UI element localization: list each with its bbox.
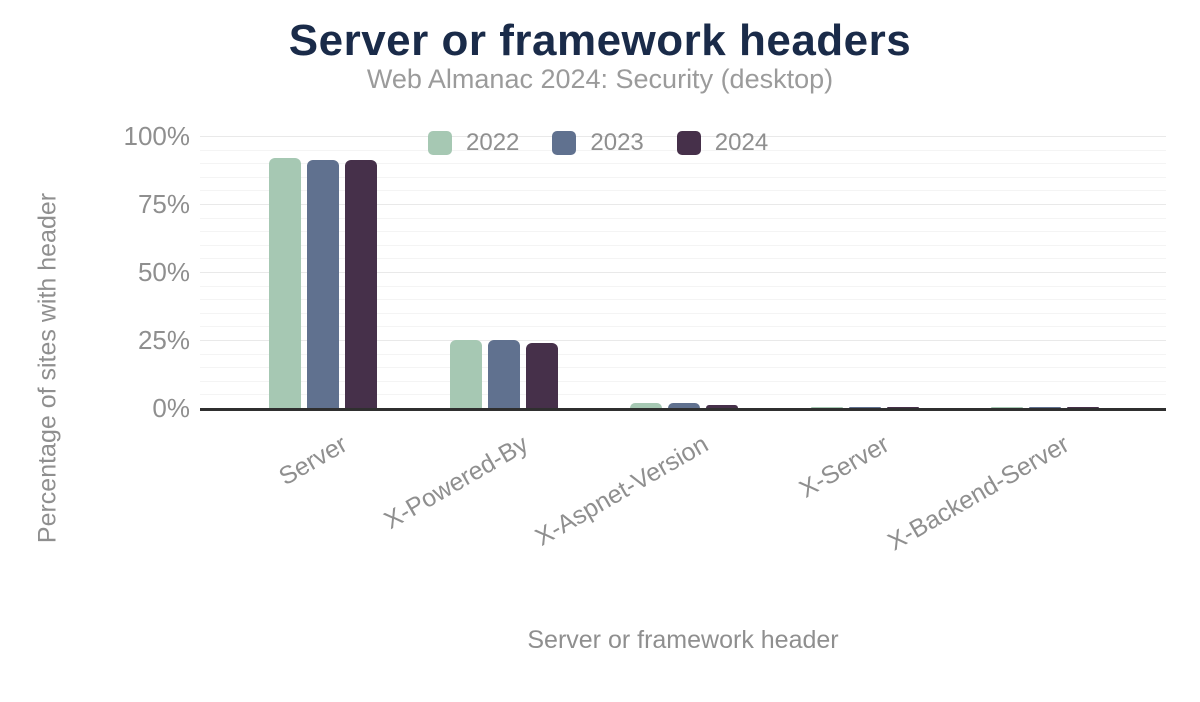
legend: 2022 2023 2024 [428,129,768,157]
gridline-minor [200,380,1166,382]
gridline-minor [200,367,1166,369]
legend-swatch-2024 [676,131,701,155]
gridline-minor [200,244,1166,246]
gridline-minor [200,217,1166,219]
bar-2024-x-server[interactable] [886,406,919,408]
chart-subtitle: Web Almanac 2024: Security (desktop) [366,64,834,94]
gridline-minor [200,176,1166,178]
legend-swatch-2023 [552,131,577,155]
bar-2023-x-powered-by[interactable] [487,340,520,408]
legend-label-2023: 2023 [590,129,644,156]
bar-2023-x-backend-server[interactable] [1029,406,1061,408]
bar-2022-server[interactable] [269,157,301,408]
bar-2022-x-backend-server[interactable] [991,406,1023,408]
gridline-minor [200,258,1166,260]
legend-label-2024: 2024 [714,129,769,156]
gridline-minor [200,285,1166,287]
legend-item-2022[interactable]: 2022 [428,129,519,157]
gridline-minor [200,353,1166,355]
bar-2023-server[interactable] [307,160,339,408]
gridline-major [200,272,1166,273]
bar-2022-x-aspnet-version[interactable] [630,402,662,408]
bar-2023-x-server[interactable] [848,406,881,408]
gridline-minor [200,312,1166,314]
y-axis-title: Percentage of sites with header [33,192,62,544]
gridline-minor [200,231,1166,233]
x-axis-line [200,408,1166,411]
legend-item-2024[interactable]: 2024 [676,129,769,157]
bar-2022-x-powered-by[interactable] [449,340,482,408]
gridline-minor [200,394,1166,396]
y-tick-label-100: 100% [123,121,191,151]
gridline-minor [200,163,1166,165]
y-tick-label-75: 75% [137,189,190,219]
bar-2024-x-powered-by[interactable] [525,342,558,408]
bar-2024-x-aspnet-version[interactable] [706,405,738,408]
chart-title: Server or framework headers [288,16,912,65]
legend-swatch-2022 [428,131,452,155]
bar-2024-x-backend-server[interactable] [1067,406,1099,408]
bar-2023-x-aspnet-version[interactable] [668,402,700,408]
gridline-major [200,204,1166,205]
bar-2024-server[interactable] [345,160,377,408]
gridline-minor [200,299,1166,301]
x-axis-title: Server or framework header [527,626,839,654]
legend-item-2023[interactable]: 2023 [552,129,644,157]
y-tick-label-50: 50% [137,257,190,287]
bar-2022-x-server[interactable] [810,406,843,408]
y-tick-label-25: 25% [137,325,190,355]
y-tick-label-0: 0% [152,393,190,423]
legend-label-2022: 2022 [466,129,520,156]
gridline-minor [200,190,1166,192]
gridline-major [200,340,1166,341]
gridline-minor [200,326,1166,328]
